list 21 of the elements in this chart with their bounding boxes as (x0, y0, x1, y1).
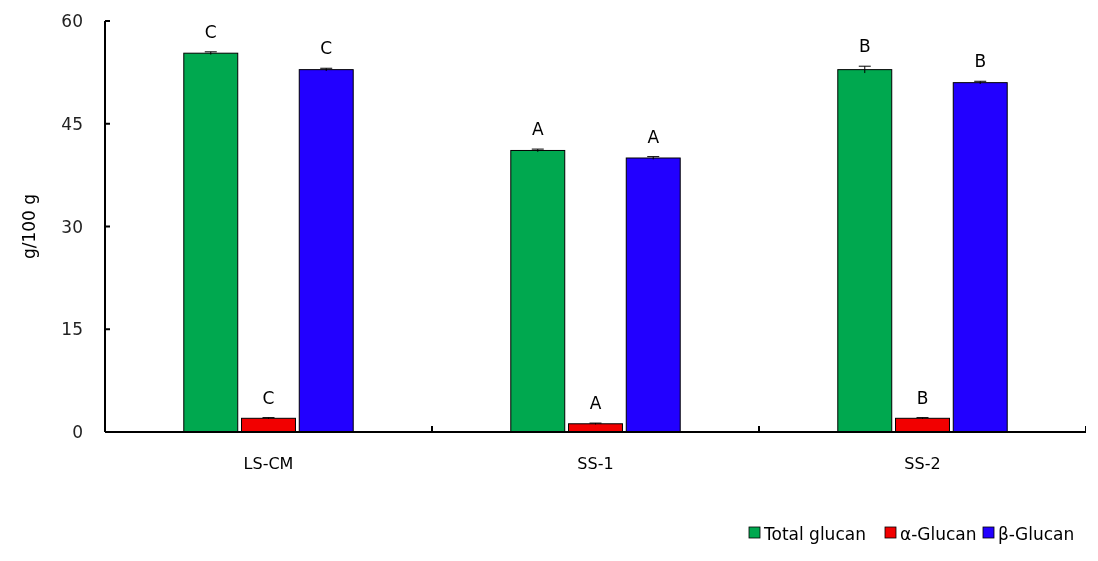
x-tick-label: LS-CM (243, 454, 294, 473)
y-tick-label: 45 (61, 113, 83, 134)
y-tick-label: 30 (61, 216, 83, 237)
data-label: B (858, 36, 871, 57)
x-tick-label: SS-2 (904, 454, 941, 473)
y-axis-title: g/100 g (19, 193, 39, 260)
data-label: A (647, 126, 660, 147)
x-tick-label: SS-1 (577, 454, 614, 473)
y-tick-label: 60 (61, 11, 83, 31)
y-tick-label: 0 (72, 422, 83, 442)
legend-label: α-Glucan (900, 524, 977, 544)
data-label: C (204, 21, 217, 42)
data-label: C (262, 387, 275, 408)
data-label: A (531, 119, 544, 140)
legend-label: Total glucan (763, 524, 866, 544)
data-label: B (974, 51, 987, 72)
legend-label: β-Glucan (998, 524, 1075, 544)
data-label: B (916, 387, 929, 408)
data-label: C (320, 38, 333, 59)
y-tick-label: 15 (61, 319, 83, 340)
data-label: A (589, 393, 602, 414)
